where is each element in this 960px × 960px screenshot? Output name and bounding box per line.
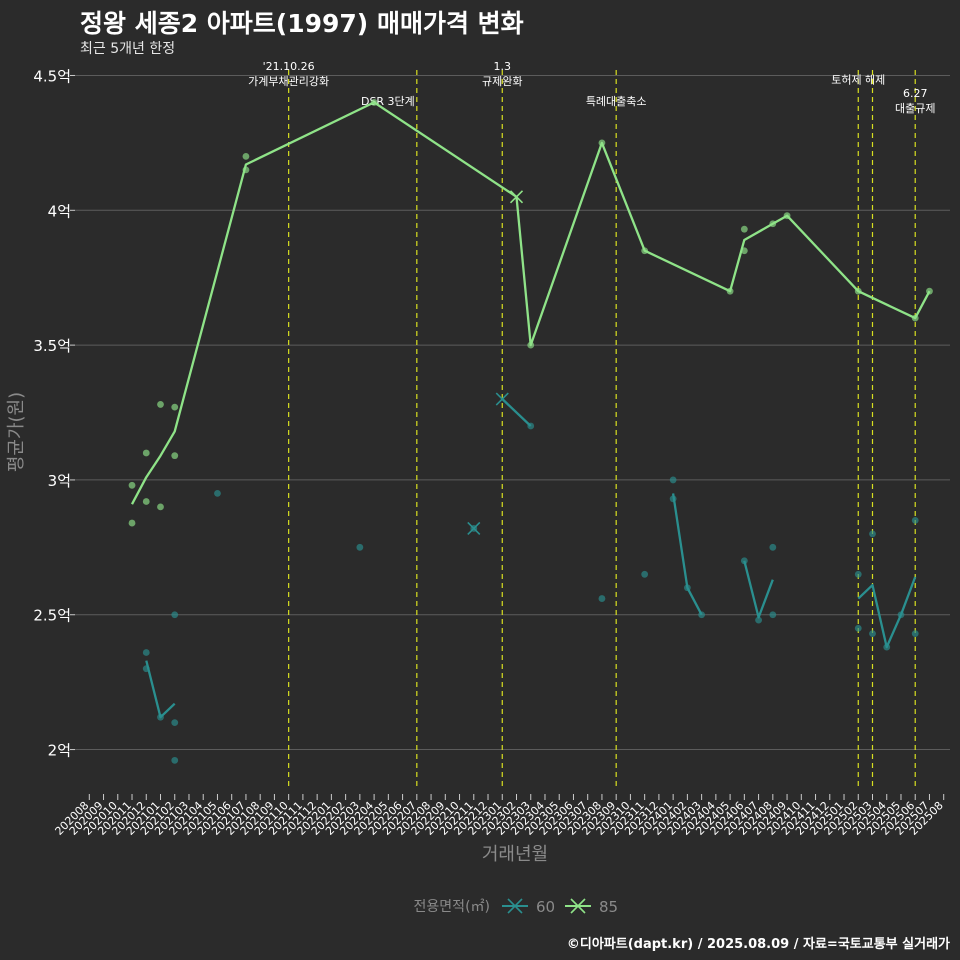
series-85-point <box>128 519 136 527</box>
series-85-point <box>740 247 748 255</box>
series-85-point <box>157 503 164 511</box>
series-60-point <box>214 490 221 497</box>
series-85-point <box>142 498 150 505</box>
series-60-point <box>669 476 677 484</box>
series-60-point <box>911 630 919 638</box>
series-60-point <box>641 570 649 578</box>
legend-title: 전용면적(㎡) <box>414 899 490 915</box>
series-60-point <box>911 516 919 524</box>
x-marker-stroke <box>495 392 509 406</box>
series-60-point <box>171 756 179 764</box>
series-60-point <box>769 611 777 619</box>
series-60-point <box>142 649 150 656</box>
legend-key-x <box>507 898 523 914</box>
series-85-point <box>171 452 179 460</box>
series-60-point <box>698 611 706 619</box>
source-caption: ©디아파트(dapt.kr) / 2025.08.09 / 자료=국토교통부 실… <box>566 937 950 952</box>
series-60-line <box>743 560 774 619</box>
series-85-point <box>926 287 933 295</box>
series-85-point <box>527 341 535 349</box>
series-60-point <box>869 630 876 638</box>
series-85-line <box>130 101 931 505</box>
legend: 전용면적(㎡) 60 85 <box>414 898 619 916</box>
series-85-point <box>783 212 791 220</box>
legend-key-x <box>570 898 586 914</box>
series-60-point <box>356 543 364 551</box>
series-60-point <box>527 422 535 430</box>
series-85-point <box>171 403 179 411</box>
series-85-point <box>128 481 136 489</box>
event-label: '21.10.26 가계부채관리강화 <box>248 60 329 88</box>
y-axis: 2억 2.5억 3억 3.5억 4억 4.5억 <box>33 67 75 760</box>
series-60-point <box>854 624 862 632</box>
series-60-point <box>897 611 905 619</box>
series-60-point <box>769 543 777 551</box>
series-85-point <box>641 247 649 255</box>
series-60-point <box>171 719 179 726</box>
legend-entry-label: 60 <box>536 898 555 916</box>
event-label: 6.27 대출규제 <box>895 87 935 115</box>
chart-title: 정왕 세종2 아파트(1997) 매매가격 변화 <box>80 9 524 38</box>
series-60-x-marker <box>467 521 481 536</box>
y-tick-label: 4.5억 <box>33 67 71 85</box>
series-60-x-marker <box>495 392 509 406</box>
y-tick-label: 2.5억 <box>33 607 71 625</box>
y-tick-label: 2억 <box>48 742 71 760</box>
series-60-line <box>857 576 917 649</box>
y-tick-label: 4억 <box>48 202 71 220</box>
series-85-point <box>157 401 164 408</box>
series-60-line <box>145 660 176 719</box>
series-60-point <box>854 570 862 578</box>
legend-entry-label: 85 <box>599 898 618 916</box>
event-label: DSR 3단계 <box>361 95 415 108</box>
series-60-point <box>142 665 150 673</box>
y-axis-label: 평균가(원) <box>6 392 27 472</box>
y-tick-label: 3억 <box>48 472 71 490</box>
series-60-point <box>869 530 876 538</box>
series-60-line <box>671 493 703 616</box>
series-85-point <box>142 449 150 457</box>
event-label: 특례대출축소 <box>586 95 647 108</box>
series-85-point <box>854 287 862 295</box>
series-85-point <box>911 314 919 322</box>
series-85-point <box>740 225 748 233</box>
series-85-point <box>370 99 378 106</box>
grid-lines <box>75 74 950 751</box>
event-label: 1.3 규제완화 <box>482 60 522 88</box>
y-tick-label: 3.5억 <box>33 337 71 355</box>
series-60-point <box>171 611 179 619</box>
x-axis-label: 거래년월 <box>482 844 548 865</box>
series-85-point <box>726 287 734 295</box>
series-60-point <box>598 595 606 602</box>
series-60-point <box>740 557 748 565</box>
x-axis: 2020082020092020102020112020122021012021… <box>53 794 946 838</box>
series-60-point <box>669 495 677 503</box>
series-60-point <box>755 616 762 624</box>
x-marker-stroke <box>509 190 524 204</box>
event-label: 토허제 해제 <box>831 73 885 87</box>
plot-area <box>128 99 933 764</box>
series-60-point <box>157 713 164 721</box>
series-85-point <box>242 152 250 160</box>
series-60-point <box>883 643 891 651</box>
series-85-point <box>769 220 777 228</box>
series-85-x-marker <box>509 190 524 204</box>
x-marker-stroke <box>467 521 481 536</box>
series-60-point <box>683 584 691 592</box>
series-85-point <box>242 166 250 174</box>
chart-subtitle: 최근 5개년 한정 <box>80 41 176 57</box>
series-85-point <box>598 139 606 147</box>
